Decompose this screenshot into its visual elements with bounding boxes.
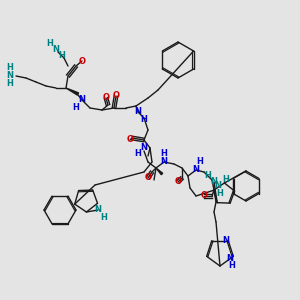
Text: N: N [214,182,221,190]
Text: N: N [193,166,200,175]
Polygon shape [156,168,163,175]
Text: N: N [52,46,59,55]
Text: H: H [223,176,230,184]
Text: H: H [160,149,167,158]
Text: N: N [140,142,148,152]
Text: O: O [145,173,152,182]
Text: N: N [211,178,218,187]
Text: H: H [196,158,203,166]
Text: O: O [112,92,119,100]
Text: N: N [7,71,14,80]
Text: H: H [73,103,80,112]
Text: H: H [228,261,235,270]
Text: O: O [175,178,182,187]
Text: N: N [226,254,233,263]
Text: O: O [127,136,134,145]
Text: H: H [217,190,224,199]
Text: H: H [141,116,147,124]
Text: H: H [58,52,65,61]
Text: H: H [7,80,14,88]
Text: N: N [160,158,167,166]
Text: O: O [79,56,86,65]
Text: H: H [100,214,107,223]
Text: N: N [134,107,142,116]
Text: H: H [205,170,212,179]
Text: O: O [103,94,110,103]
Text: N: N [223,236,230,245]
Text: H: H [46,40,53,49]
Text: O: O [200,191,208,200]
Text: N: N [94,206,101,214]
Text: H: H [135,149,141,158]
Text: H: H [7,64,14,73]
Polygon shape [66,88,79,95]
Text: N: N [79,95,86,104]
